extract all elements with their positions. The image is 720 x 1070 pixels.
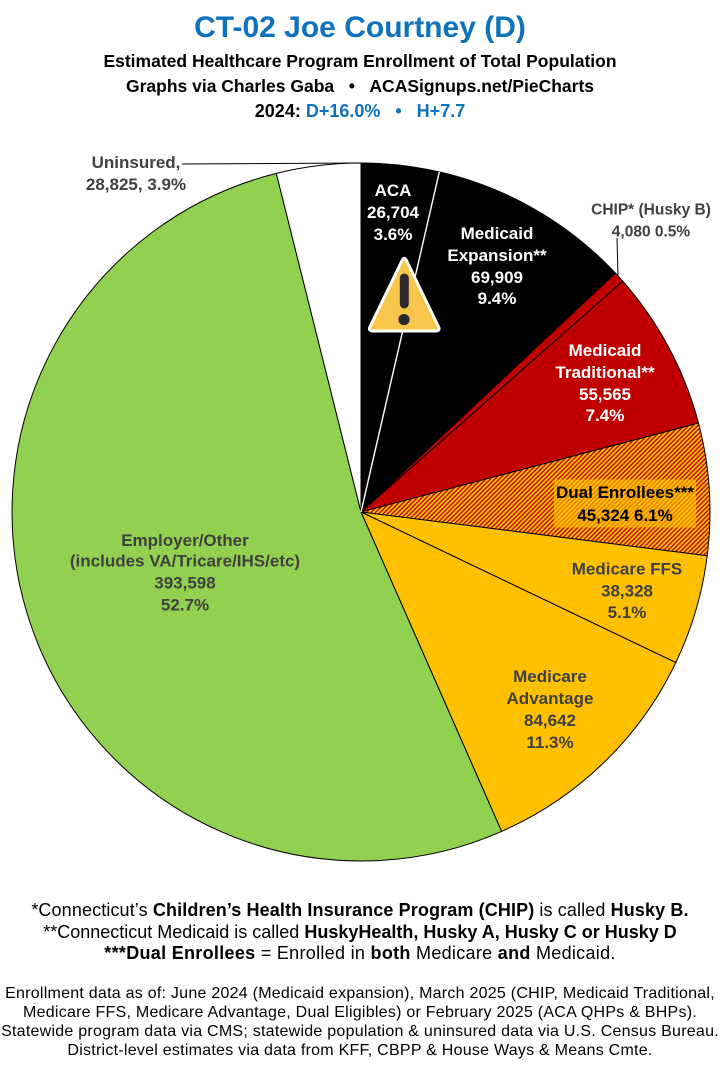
svg-text:*Connecticut’s Children’s Heal: *Connecticut’s Children’s Health Insuran… bbox=[31, 900, 688, 920]
svg-text:3.6%: 3.6% bbox=[374, 225, 413, 244]
svg-text:52.7%: 52.7% bbox=[161, 596, 209, 615]
svg-text:9.4%: 9.4% bbox=[478, 289, 517, 308]
svg-text:CT-02 Joe Courtney (D): CT-02 Joe Courtney (D) bbox=[194, 11, 526, 44]
svg-text:393,598: 393,598 bbox=[154, 574, 215, 593]
svg-text:7.4%: 7.4% bbox=[586, 406, 625, 425]
svg-text:Advantage: Advantage bbox=[507, 689, 594, 708]
svg-text:45,324 6.1%: 45,324 6.1% bbox=[577, 506, 672, 525]
svg-text:CHIP* (Husky B): CHIP* (Husky B) bbox=[591, 202, 711, 219]
svg-text:(includes VA/Tricare/IHS/etc): (includes VA/Tricare/IHS/etc) bbox=[70, 552, 300, 571]
svg-text:26,704: 26,704 bbox=[367, 203, 420, 222]
svg-text:11.3%: 11.3% bbox=[526, 733, 573, 752]
svg-text:28,825, 3.9%: 28,825, 3.9% bbox=[86, 175, 186, 194]
svg-text:4,080 0.5%: 4,080 0.5% bbox=[612, 224, 691, 241]
svg-text:Medicare FFS, Medicare Advanta: Medicare FFS, Medicare Advantage, Dual E… bbox=[23, 1004, 697, 1021]
svg-text:Employer/Other: Employer/Other bbox=[121, 531, 249, 550]
svg-text:***Dual Enrollees = Enrolled i: ***Dual Enrollees = Enrolled in both Med… bbox=[104, 943, 615, 963]
svg-text:**Connecticut Medicaid is call: **Connecticut Medicaid is called HuskyHe… bbox=[43, 922, 677, 942]
svg-text:69,909: 69,909 bbox=[471, 268, 523, 287]
svg-text:District-level estimates via d: District-level estimates via data from K… bbox=[67, 1042, 652, 1059]
svg-text:Medicaid: Medicaid bbox=[461, 224, 534, 243]
svg-text:84,642: 84,642 bbox=[524, 711, 576, 730]
svg-text:Estimated Healthcare Program E: Estimated Healthcare Program Enrollment … bbox=[103, 51, 616, 71]
svg-text:Statewide program data via CMS: Statewide program data via CMS; statewid… bbox=[1, 1023, 719, 1040]
svg-text:Medicare: Medicare bbox=[513, 667, 587, 686]
svg-text:5.1%: 5.1% bbox=[608, 603, 647, 622]
svg-text:Dual Enrollees***: Dual Enrollees*** bbox=[556, 483, 694, 502]
svg-text:Graphs via Charles Gaba •: Graphs via Charles Gaba • ACASignups.net… bbox=[126, 76, 594, 96]
svg-text:2024: D+16.0% • H+7.7: 2024: D+16.0% • H+7.7 bbox=[255, 101, 465, 121]
svg-text:38,328: 38,328 bbox=[601, 582, 653, 601]
svg-text:Uninsured,: Uninsured, bbox=[92, 153, 181, 172]
svg-text:Expansion**: Expansion** bbox=[447, 246, 547, 265]
svg-text:Traditional**: Traditional** bbox=[555, 363, 655, 382]
svg-text:ACA: ACA bbox=[375, 181, 412, 200]
svg-text:Medicaid: Medicaid bbox=[569, 341, 642, 360]
svg-text:Enrollment data as of: June 20: Enrollment data as of: June 2024 (Medica… bbox=[5, 985, 715, 1002]
svg-text:55,565: 55,565 bbox=[579, 385, 631, 404]
svg-text:Medicare FFS: Medicare FFS bbox=[572, 560, 683, 579]
